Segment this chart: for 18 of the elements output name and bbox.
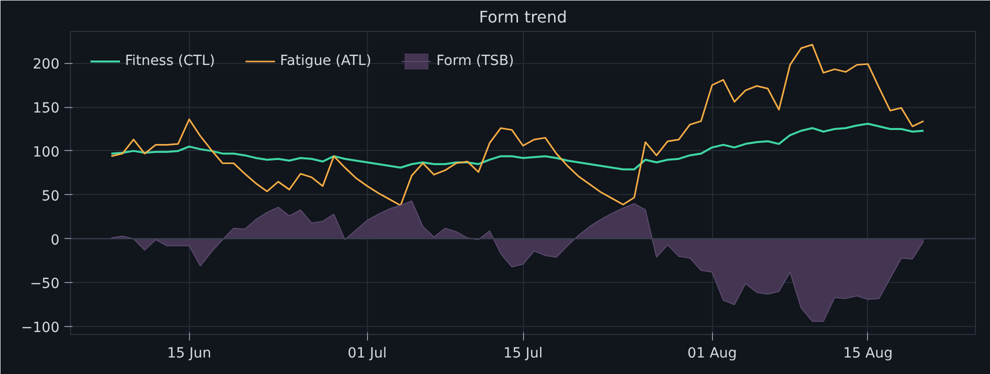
y-tick-label: 0 <box>50 232 60 248</box>
legend-label: Fatigue (ATL) <box>280 53 372 69</box>
y-tick-label: 100 <box>32 144 60 160</box>
y-tick-label: 200 <box>32 56 60 73</box>
y-tick-label: 50 <box>42 188 60 204</box>
chart-title: Form trend <box>478 8 568 26</box>
legend-label: Fitness (CTL) <box>125 53 215 69</box>
y-tick-label: −50 <box>30 276 60 292</box>
x-tick-label: 15 Aug <box>843 346 893 362</box>
y-tick-label: 150 <box>32 100 60 117</box>
x-tick-label: 01 Aug <box>687 346 737 362</box>
x-tick-label: 01 Jul <box>348 346 387 362</box>
line-series <box>110 44 924 206</box>
legend-label: Form (TSB) <box>436 53 514 69</box>
x-tick-label: 15 Jul <box>503 346 543 362</box>
x-tick-label: 15 Jun <box>167 346 212 362</box>
y-tick-label: −100 <box>21 320 60 336</box>
line-series <box>110 122 925 170</box>
